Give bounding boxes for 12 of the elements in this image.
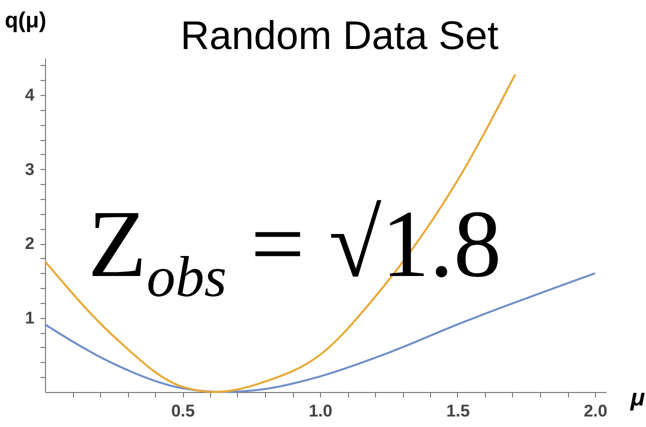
y-tick-label: 1 [25, 308, 34, 328]
x-tick-label: 2.0 [584, 402, 608, 420]
chart-title: Random Data Set [180, 14, 498, 58]
x-axis-title: μ [630, 384, 646, 412]
line-series [44, 73, 516, 393]
y-tick-label: 4 [25, 86, 36, 105]
x-tick-label: 1.5 [446, 402, 470, 420]
y-tick-label: 2 [25, 234, 34, 254]
x-tick-label: 1.0 [308, 402, 332, 420]
y-axis-title: q(μ) [4, 8, 46, 32]
x-tick-label: 0.5 [171, 402, 195, 420]
y-tick-label: 3 [25, 160, 34, 179]
